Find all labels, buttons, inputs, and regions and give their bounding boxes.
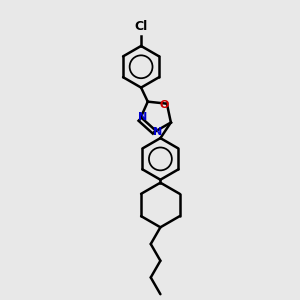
Text: O: O bbox=[159, 100, 169, 110]
Text: N: N bbox=[153, 127, 162, 137]
Text: Cl: Cl bbox=[134, 20, 148, 33]
Text: N: N bbox=[138, 112, 147, 122]
